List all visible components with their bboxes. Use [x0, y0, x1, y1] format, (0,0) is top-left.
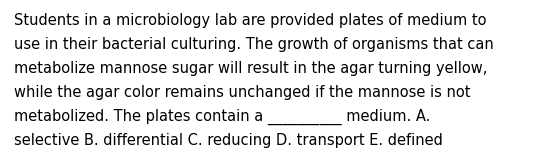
Text: Students in a microbiology lab are provided plates of medium to: Students in a microbiology lab are provi… — [14, 13, 487, 28]
Text: while the agar color remains unchanged if the mannose is not: while the agar color remains unchanged i… — [14, 85, 470, 100]
Text: use in their bacterial culturing. The growth of organisms that can: use in their bacterial culturing. The gr… — [14, 37, 494, 52]
Text: metabolized. The plates contain a __________ medium. A.: metabolized. The plates contain a ______… — [14, 109, 430, 125]
Text: selective B. differential C. reducing D. transport E. defined: selective B. differential C. reducing D.… — [14, 133, 443, 148]
Text: metabolize mannose sugar will result in the agar turning yellow,: metabolize mannose sugar will result in … — [14, 61, 487, 76]
